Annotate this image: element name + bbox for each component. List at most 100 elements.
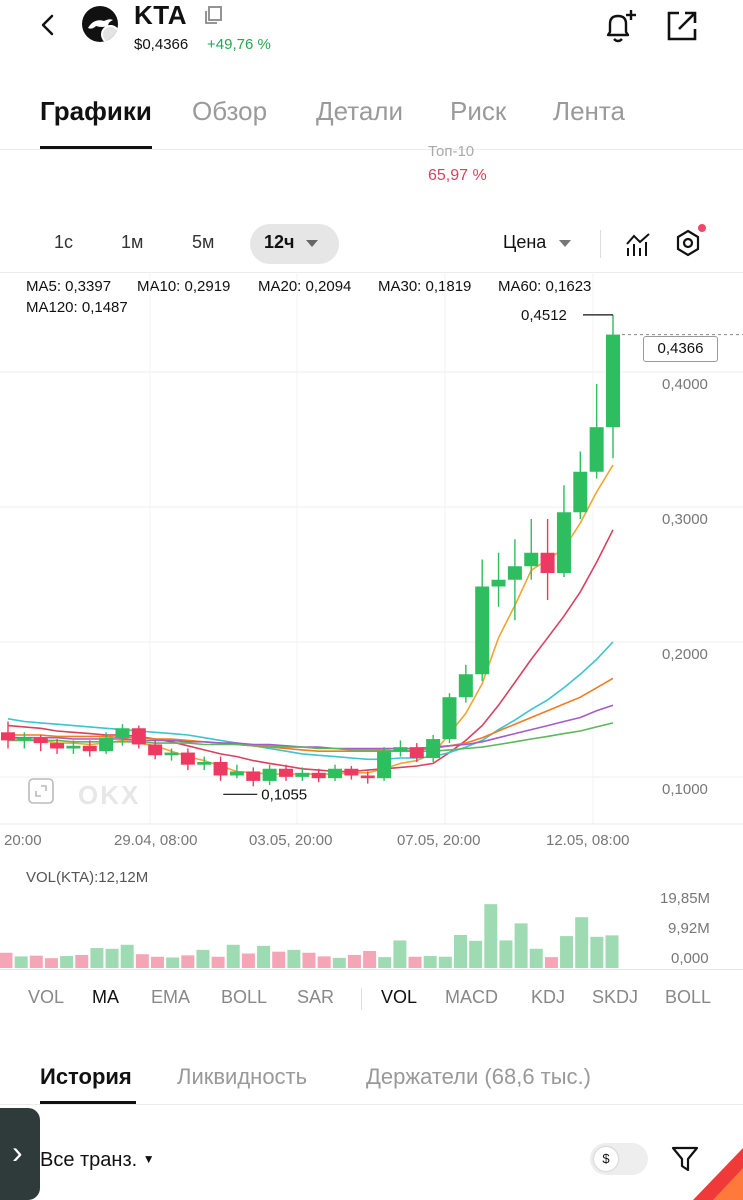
price-chart[interactable]: 0,4000 0,3000 0,2000 0,1000 20:00 29.04, 08:0…: [0, 272, 743, 862]
volume-bar: [287, 949, 301, 968]
indicators-icon[interactable]: [624, 230, 652, 258]
y-tick-label: 0,1000: [662, 781, 708, 798]
interval-1m[interactable]: 1м: [121, 232, 144, 252]
x-tick-label: 20:00: [4, 832, 42, 849]
candle: [507, 566, 522, 580]
indicator-kdj[interactable]: KDJ: [531, 987, 566, 1007]
indicator-sub-boll[interactable]: BOLL: [665, 987, 712, 1007]
candle: [426, 739, 441, 758]
ma30-label: MA30: 0,1819: [378, 278, 472, 295]
tab-details[interactable]: Детали: [316, 96, 403, 126]
volume-bar: [151, 956, 164, 968]
candle: [17, 737, 32, 741]
transactions-filter[interactable]: Все транз. ▼: [40, 1149, 155, 1172]
volume-bar: [605, 935, 619, 968]
volume-bar: [514, 923, 528, 968]
candle: [295, 772, 310, 777]
ma20-label: MA20: 0,2094: [258, 278, 352, 295]
tab-risk[interactable]: Риск: [450, 96, 507, 126]
ma120-label: MA120: 0,1487: [26, 299, 128, 316]
indicator-ema[interactable]: EMA: [151, 987, 191, 1007]
volume-bar: [499, 940, 513, 968]
candle: [1, 732, 15, 741]
volume-bar: [60, 956, 74, 968]
candle: [540, 552, 555, 573]
indicator-skdj[interactable]: SKDJ: [592, 987, 639, 1007]
indicator-sub-vol[interactable]: VOL: [381, 987, 418, 1007]
indicator-ma[interactable]: MA: [92, 987, 119, 1007]
side-drawer-button[interactable]: ›: [0, 1108, 40, 1200]
chevron-down-icon: [559, 240, 571, 247]
indicator-macd[interactable]: MACD: [445, 987, 498, 1007]
token-price: $0,4366: [134, 36, 189, 53]
indicator-boll[interactable]: BOLL: [221, 987, 268, 1007]
interval-active-bg: [250, 224, 339, 264]
interval-1s[interactable]: 1с: [54, 232, 74, 252]
interval-12h[interactable]: 12ч: [264, 232, 295, 252]
volume-bar: [211, 956, 225, 968]
chevron-down-icon: [306, 240, 318, 247]
candle: [606, 334, 620, 428]
tab-overview[interactable]: Обзор: [192, 96, 268, 126]
volume-bar: [272, 951, 286, 968]
ma10-label: MA10: 0,2919: [137, 278, 231, 295]
candle: [524, 552, 539, 567]
indicator-vol[interactable]: VOL: [28, 987, 65, 1007]
filter-label: Все транз.: [40, 1149, 138, 1171]
settings-icon[interactable]: [673, 228, 703, 258]
caret-down-icon: ▼: [142, 1152, 155, 1166]
volume-bar: [347, 954, 361, 968]
token-symbol: KTA: [134, 0, 188, 30]
ma60-label: MA60: 0,1623: [498, 278, 592, 295]
volume-tick: 9,92M: [668, 920, 710, 937]
top10-value: 65,97 %: [428, 167, 487, 184]
back-icon[interactable]: [32, 8, 66, 42]
candle: [475, 586, 490, 675]
volume-bar: [135, 954, 149, 968]
x-tick-label: 07.05, 20:00: [397, 832, 480, 849]
divider: [0, 149, 743, 150]
interval-5m[interactable]: 5м: [192, 232, 215, 252]
chevron-right-icon: ›: [12, 1134, 23, 1170]
volume-bar: [393, 940, 407, 968]
tab-charts[interactable]: Графики: [40, 96, 152, 126]
price-type-select[interactable]: Цена: [503, 232, 547, 252]
candle: [33, 737, 48, 744]
volume-bar: [363, 950, 377, 968]
alert-add-icon[interactable]: [600, 6, 640, 46]
volume-bar: [590, 936, 604, 968]
candle: [491, 579, 506, 587]
tab-history[interactable]: История: [40, 1064, 132, 1089]
volume-bar: [544, 957, 558, 968]
divider: [361, 988, 362, 1010]
fullscreen-icon[interactable]: [28, 778, 54, 804]
candle: [66, 745, 81, 749]
tab-holders[interactable]: Держатели (68,6 тыс.): [366, 1064, 591, 1089]
low-label: 0,1055: [261, 786, 307, 803]
candle: [82, 745, 97, 752]
dollar-icon: $: [594, 1147, 618, 1171]
candle: [229, 771, 244, 776]
filter-icon[interactable]: [670, 1144, 700, 1174]
candle: [377, 751, 392, 779]
candle: [458, 674, 473, 698]
x-tick-label: 03.05, 20:00: [249, 832, 332, 849]
volume-bar: [120, 944, 134, 968]
share-icon[interactable]: [664, 8, 700, 44]
top10-label: Топ-10: [428, 143, 475, 160]
copy-icon[interactable]: [202, 4, 224, 26]
x-tick-label: 29.04, 08:00: [114, 832, 197, 849]
volume-bar: [75, 954, 89, 968]
tab-feed[interactable]: Лента: [553, 96, 625, 126]
divider: [0, 969, 743, 970]
current-price-marker: 0,4366: [643, 336, 718, 362]
candle: [197, 762, 212, 765]
candle: [246, 771, 261, 781]
indicator-sar[interactable]: SAR: [297, 987, 335, 1007]
volume-chart: [0, 904, 619, 968]
tab-liquidity[interactable]: Ликвидность: [177, 1064, 308, 1089]
x-tick-label: 12.05, 08:00: [546, 832, 629, 849]
volume-bar: [332, 957, 346, 968]
volume-bar: [14, 956, 28, 968]
volume-bar: [105, 948, 119, 968]
